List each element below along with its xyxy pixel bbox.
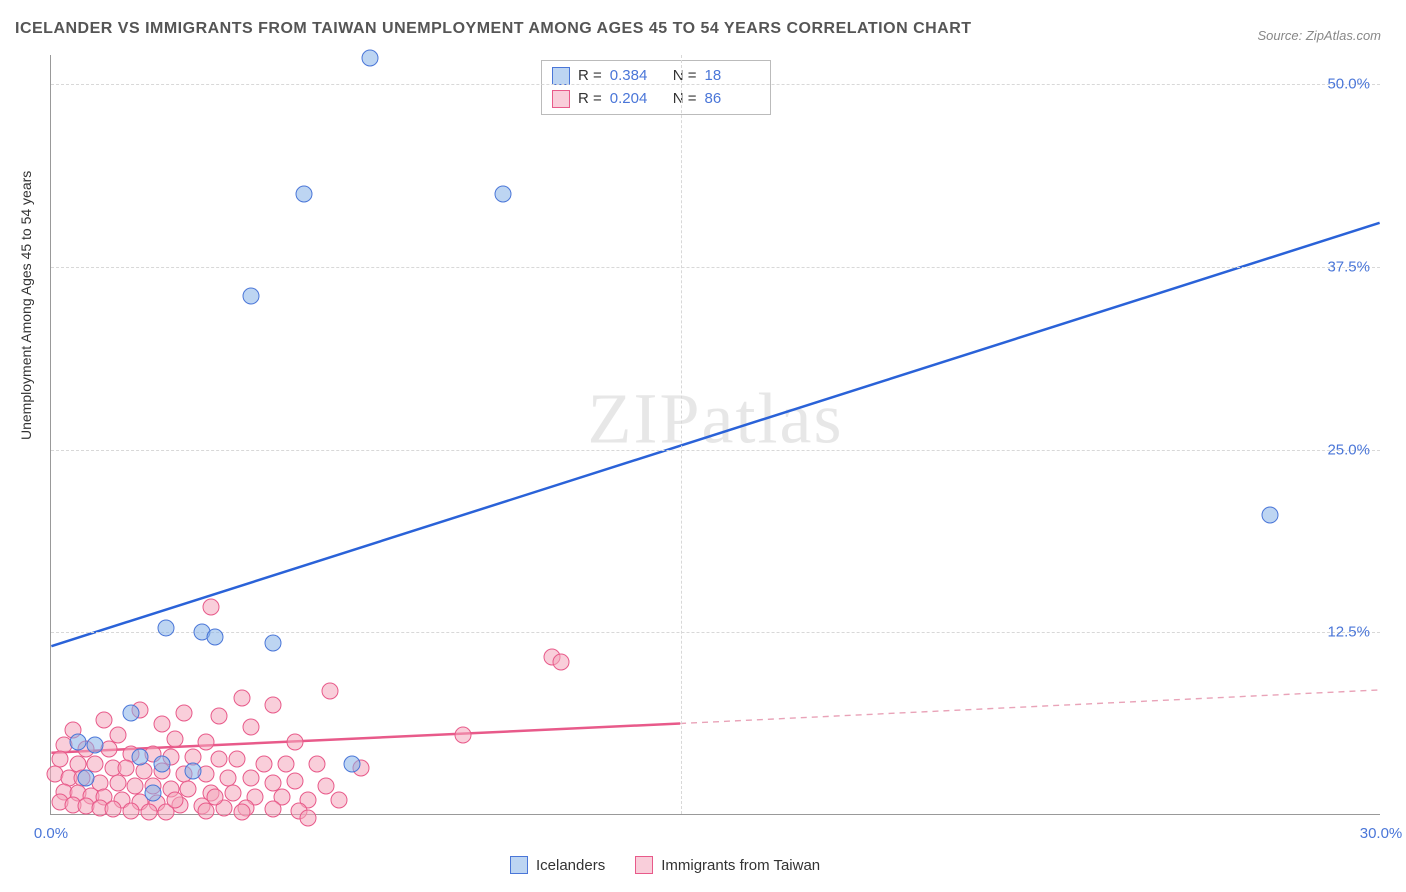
blue-swatch-icon [510, 856, 528, 874]
data-point-pink [286, 773, 303, 790]
correlation-stats-box: R = 0.384 N = 18 R = 0.204 N = 86 [541, 60, 771, 115]
data-point-pink [552, 653, 569, 670]
data-point-pink [211, 751, 228, 768]
data-point-blue [144, 785, 161, 802]
n-label: N = [673, 88, 697, 111]
legend-item-pink: Immigrants from Taiwan [635, 856, 820, 874]
gridline-horizontal [51, 267, 1380, 268]
data-point-pink [167, 792, 184, 809]
data-point-blue [122, 704, 139, 721]
data-point-pink [255, 755, 272, 772]
chart-title: ICELANDER VS IMMIGRANTS FROM TAIWAN UNEM… [15, 20, 972, 38]
data-point-pink [242, 770, 259, 787]
data-point-blue [362, 49, 379, 66]
data-point-pink [153, 716, 170, 733]
r-label: R = [578, 88, 602, 111]
data-point-blue [131, 748, 148, 765]
data-point-blue [87, 736, 104, 753]
data-point-pink [277, 755, 294, 772]
data-point-pink [180, 780, 197, 797]
data-point-pink [167, 731, 184, 748]
plot-area: ZIPatlas R = 0.384 N = 18 R = 0.204 N = … [50, 55, 1380, 815]
gridline-vertical [681, 55, 682, 814]
data-point-blue [207, 628, 224, 645]
data-point-blue [295, 185, 312, 202]
data-point-blue [344, 755, 361, 772]
pink-swatch-icon [552, 90, 570, 108]
data-point-pink [198, 733, 215, 750]
data-point-pink [331, 792, 348, 809]
data-point-pink [322, 682, 339, 699]
legend-label-blue: Icelanders [536, 857, 605, 874]
data-point-pink [317, 777, 334, 794]
data-point-pink [96, 712, 113, 729]
data-point-blue [153, 755, 170, 772]
y-axis-label: Unemployment Among Ages 45 to 54 years [18, 171, 34, 440]
data-point-pink [211, 707, 228, 724]
y-tick-label: 12.5% [1327, 624, 1370, 641]
data-point-pink [109, 774, 126, 791]
data-point-blue [495, 185, 512, 202]
data-point-pink [309, 755, 326, 772]
data-point-blue [1262, 507, 1279, 524]
trend-lines [51, 55, 1380, 814]
data-point-pink [140, 804, 157, 821]
data-point-pink [233, 804, 250, 821]
y-tick-label: 25.0% [1327, 441, 1370, 458]
data-point-pink [176, 704, 193, 721]
pink-swatch-icon [635, 856, 653, 874]
data-point-pink [264, 801, 281, 818]
data-point-pink [300, 809, 317, 826]
data-point-pink [286, 733, 303, 750]
data-point-blue [158, 619, 175, 636]
y-tick-label: 37.5% [1327, 258, 1370, 275]
legend-label-pink: Immigrants from Taiwan [661, 857, 820, 874]
watermark: ZIPatlas [588, 378, 844, 461]
data-point-pink [264, 697, 281, 714]
data-point-blue [184, 763, 201, 780]
pink-n-value: 86 [705, 88, 760, 111]
data-point-blue [78, 770, 95, 787]
x-tick-label: 30.0% [1360, 825, 1403, 842]
pink-r-value: 0.204 [610, 88, 665, 111]
y-tick-label: 50.0% [1327, 76, 1370, 93]
gridline-horizontal [51, 84, 1380, 85]
data-point-pink [202, 599, 219, 616]
bottom-legend: Icelanders Immigrants from Taiwan [510, 856, 820, 874]
source-attribution: Source: ZipAtlas.com [1257, 28, 1381, 43]
blue-swatch-icon [552, 67, 570, 85]
data-point-pink [233, 690, 250, 707]
data-point-pink [127, 777, 144, 794]
data-point-pink [455, 726, 472, 743]
data-point-blue [242, 288, 259, 305]
stats-row-pink: R = 0.204 N = 86 [552, 88, 760, 111]
data-point-pink [105, 801, 122, 818]
data-point-blue [69, 733, 86, 750]
gridline-horizontal [51, 632, 1380, 633]
data-point-pink [229, 751, 246, 768]
gridline-horizontal [51, 450, 1380, 451]
data-point-pink [122, 802, 139, 819]
data-point-blue [264, 634, 281, 651]
x-tick-label: 0.0% [34, 825, 68, 842]
data-point-pink [207, 789, 224, 806]
data-point-pink [242, 719, 259, 736]
legend-item-blue: Icelanders [510, 856, 605, 874]
